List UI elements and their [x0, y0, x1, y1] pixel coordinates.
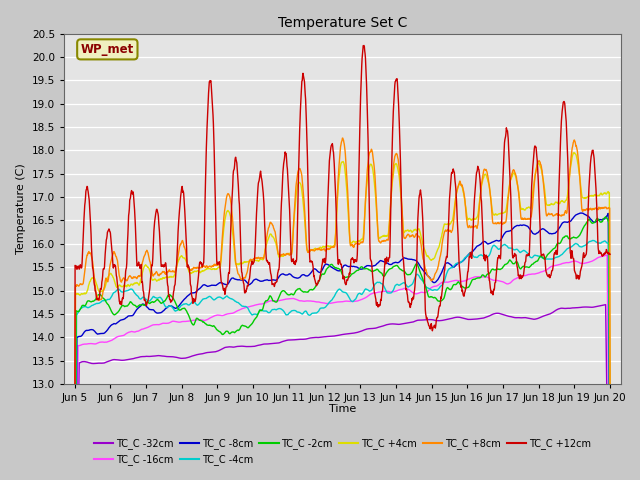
TC_C -8cm	[424, 274, 432, 279]
TC_C +8cm	[339, 135, 346, 141]
TC_C -4cm	[294, 309, 301, 315]
TC_C -4cm	[589, 238, 597, 243]
TC_C -32cm	[294, 336, 301, 342]
TC_C -8cm	[294, 275, 301, 281]
TC_C -8cm	[578, 210, 586, 216]
TC_C +4cm	[294, 182, 301, 188]
TC_C -4cm	[189, 299, 196, 304]
TC_C +12cm	[294, 204, 301, 209]
TC_C +8cm	[281, 252, 289, 258]
TC_C +4cm	[570, 150, 578, 156]
TC_C +8cm	[425, 274, 433, 280]
Line: TC_C -32cm: TC_C -32cm	[75, 305, 610, 480]
Line: TC_C +4cm: TC_C +4cm	[75, 153, 610, 480]
TC_C -2cm	[281, 288, 289, 294]
TC_C +4cm	[559, 198, 566, 204]
Title: Temperature Set C: Temperature Set C	[278, 16, 407, 30]
TC_C -16cm	[189, 317, 196, 323]
TC_C -32cm	[424, 317, 432, 323]
TC_C +8cm	[559, 212, 566, 218]
TC_C -2cm	[559, 236, 566, 241]
TC_C +8cm	[294, 169, 301, 175]
TC_C -16cm	[294, 297, 301, 303]
Line: TC_C -2cm: TC_C -2cm	[75, 217, 610, 480]
TC_C +4cm	[281, 252, 289, 257]
TC_C -32cm	[189, 353, 196, 359]
TC_C -2cm	[513, 259, 520, 264]
TC_C -2cm	[294, 286, 301, 292]
TC_C -4cm	[281, 310, 289, 316]
TC_C +4cm	[189, 270, 196, 276]
TC_C -2cm	[189, 322, 196, 328]
TC_C -2cm	[602, 214, 609, 220]
TC_C +12cm	[281, 152, 289, 158]
TC_C -32cm	[559, 305, 566, 311]
TC_C -16cm	[559, 261, 566, 266]
Line: TC_C +12cm: TC_C +12cm	[75, 46, 610, 480]
Line: TC_C -4cm: TC_C -4cm	[75, 240, 610, 480]
TC_C -4cm	[559, 251, 566, 257]
TC_C -8cm	[559, 220, 566, 226]
TC_C +12cm	[189, 300, 196, 306]
TC_C +4cm	[424, 254, 432, 260]
TC_C -16cm	[424, 288, 432, 294]
TC_C -4cm	[424, 286, 432, 291]
TC_C +12cm	[559, 103, 566, 108]
TC_C -32cm	[513, 315, 520, 321]
TC_C +8cm	[606, 401, 614, 407]
Legend: TC_C -32cm, TC_C -16cm, TC_C -8cm, TC_C -4cm, TC_C -2cm, TC_C +4cm, TC_C +8cm, T: TC_C -32cm, TC_C -16cm, TC_C -8cm, TC_C …	[90, 434, 595, 469]
X-axis label: Time: Time	[329, 405, 356, 414]
TC_C -16cm	[281, 297, 289, 302]
TC_C +12cm	[513, 261, 520, 267]
TC_C -32cm	[281, 338, 289, 344]
Line: TC_C -8cm: TC_C -8cm	[75, 213, 610, 480]
Y-axis label: Temperature (C): Temperature (C)	[16, 163, 26, 254]
TC_C -16cm	[513, 276, 520, 281]
TC_C -8cm	[513, 223, 520, 228]
TC_C -16cm	[603, 252, 611, 258]
TC_C -32cm	[602, 302, 609, 308]
TC_C +12cm	[360, 43, 368, 48]
TC_C +12cm	[606, 252, 614, 257]
Line: TC_C -16cm: TC_C -16cm	[75, 255, 610, 480]
TC_C -4cm	[513, 246, 520, 252]
TC_C -8cm	[189, 290, 196, 296]
TC_C -8cm	[281, 272, 289, 277]
TC_C +4cm	[513, 178, 520, 183]
TC_C +8cm	[189, 266, 196, 272]
Line: TC_C +8cm: TC_C +8cm	[75, 138, 610, 480]
TC_C +12cm	[425, 323, 433, 328]
TC_C +8cm	[513, 178, 520, 183]
TC_C -2cm	[424, 293, 432, 299]
Text: WP_met: WP_met	[81, 43, 134, 56]
